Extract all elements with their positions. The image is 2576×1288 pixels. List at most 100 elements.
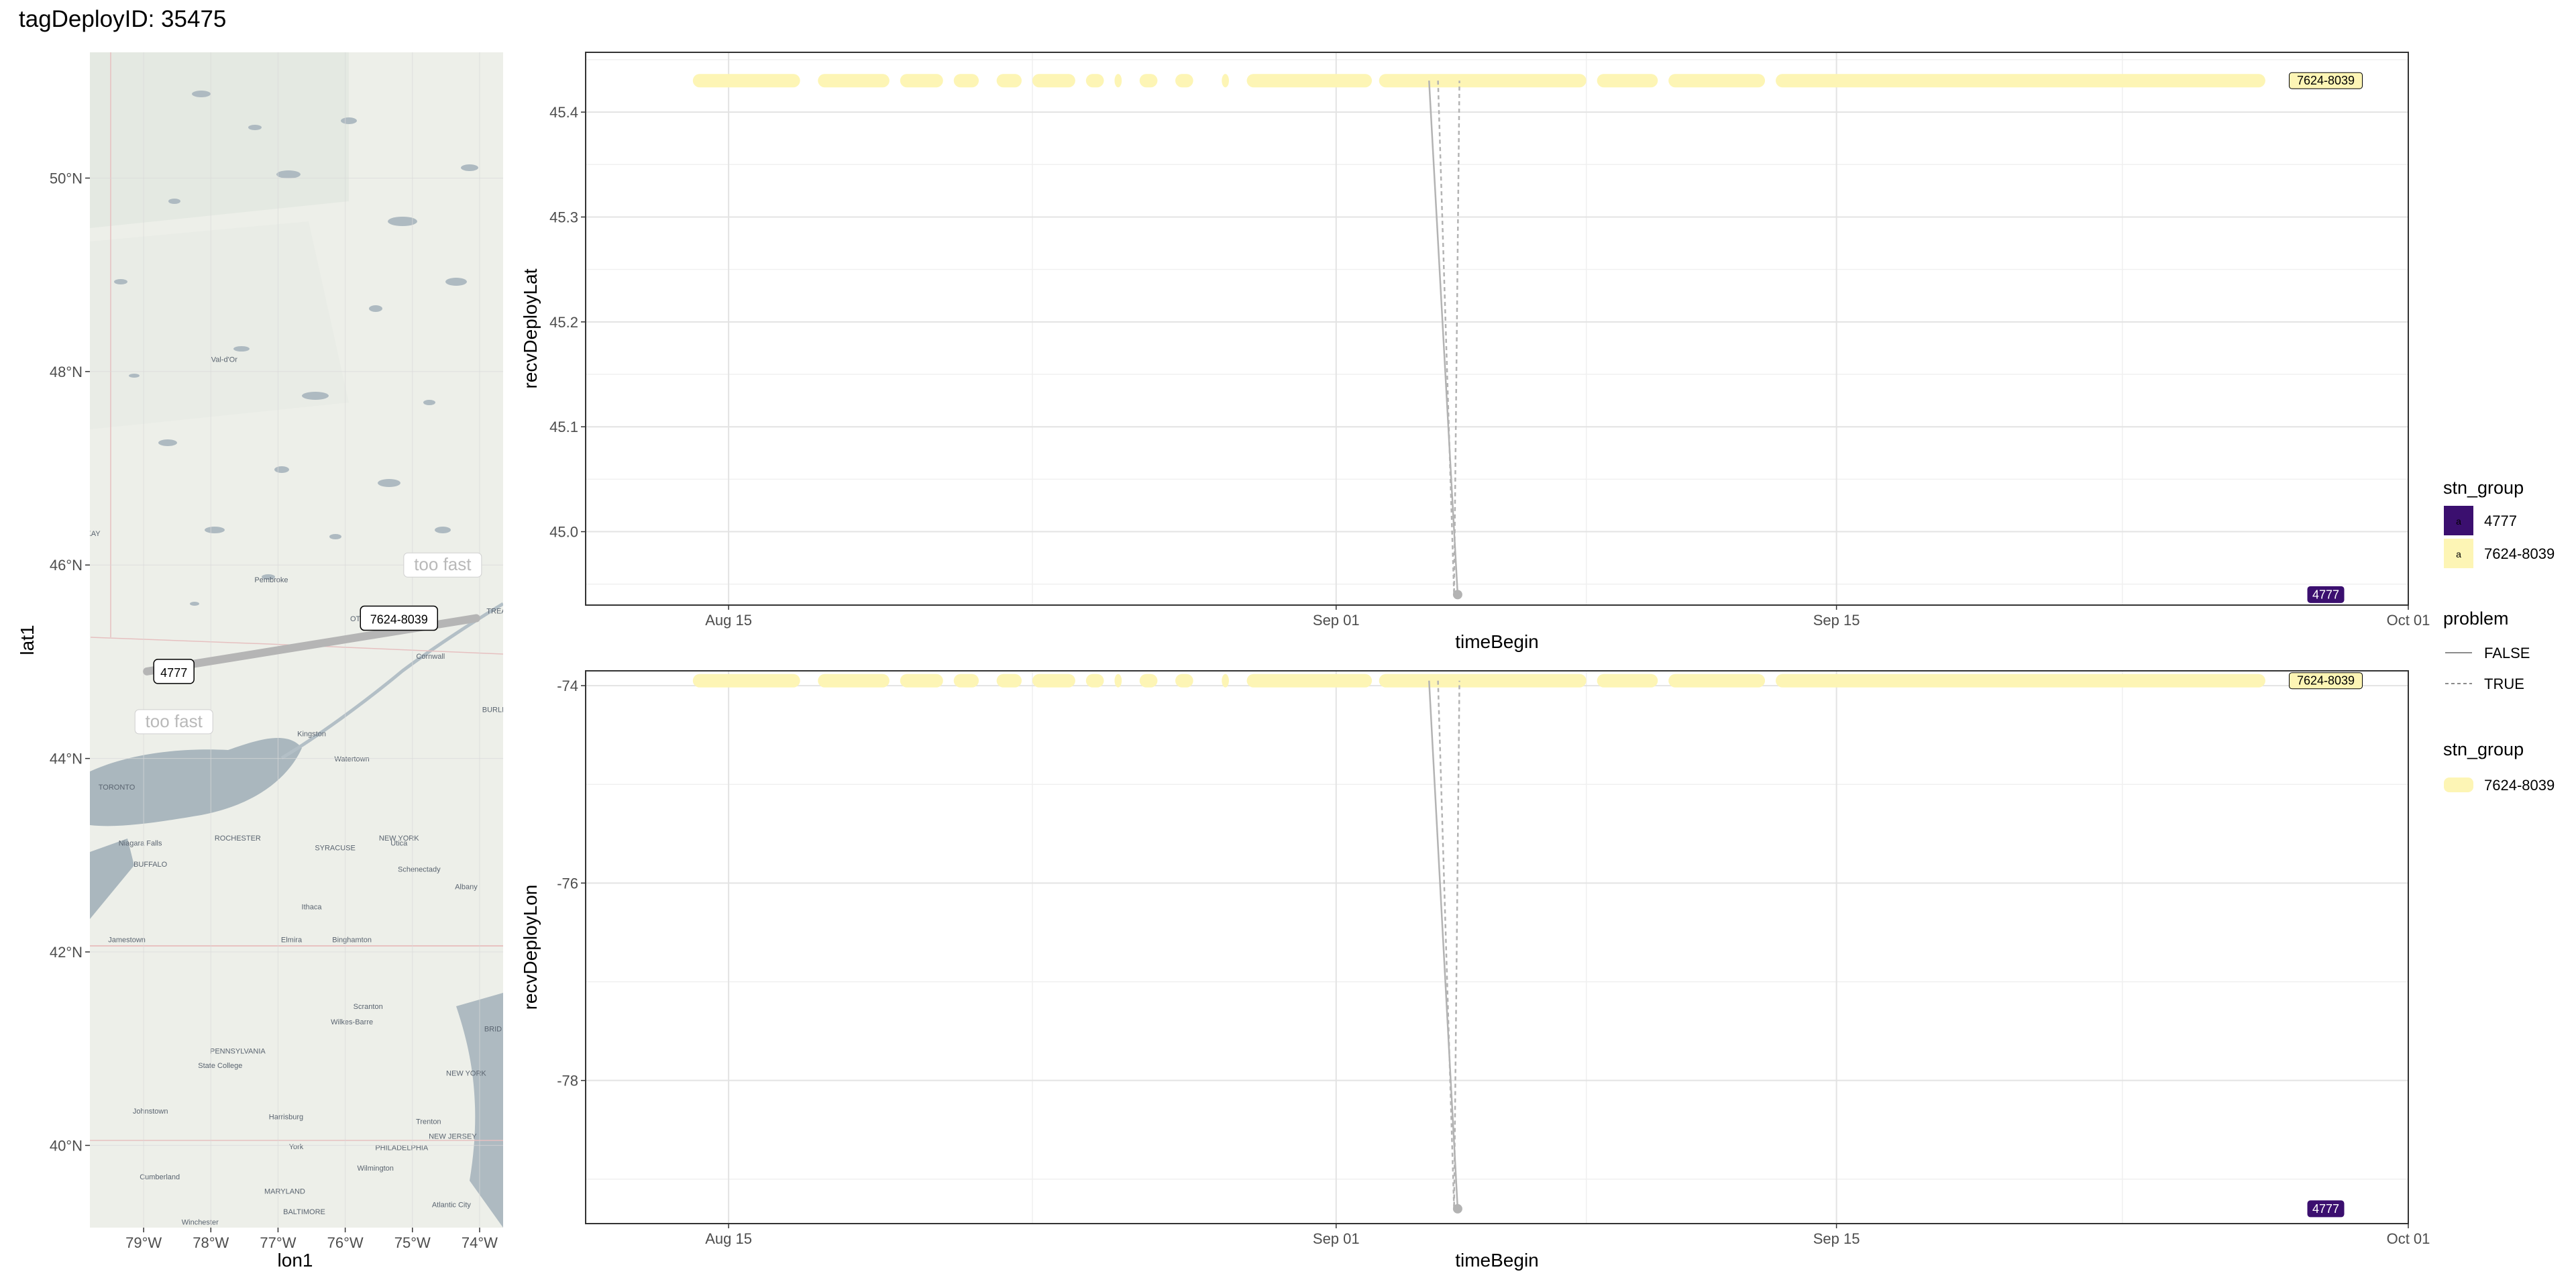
map-y-tick-label: 48°N (50, 364, 83, 380)
x-tick-label: Sep 01 (1313, 1230, 1360, 1247)
legend-item-false: FALSE (2445, 645, 2530, 661)
detection-segment-7624-8039 (692, 74, 800, 88)
map-place-name: KAY (86, 530, 101, 538)
map-place-name: State College (198, 1062, 242, 1070)
map-place-name: Binghamton (332, 936, 372, 945)
legend-key-glyph: a (2456, 549, 2461, 559)
map-y-tick-label: 50°N (50, 170, 83, 186)
warning-label-box (403, 552, 482, 578)
map-place-name: ROCHESTER (215, 835, 261, 843)
series-tag-label: 4777 (2312, 588, 2339, 601)
legend-key-4777 (2444, 506, 2473, 535)
station-label: 7624-8039 (370, 613, 428, 627)
map-place-name: Pembroke (254, 576, 288, 584)
legend-label-7624-8039: 7624-8039 (2484, 545, 2555, 562)
map-place-name: Winchester (182, 1219, 219, 1227)
map-place-name: Kingston (297, 730, 326, 738)
map-place-name: Niagara Falls (119, 839, 162, 847)
map-place-name: PENNSYLVANIA (210, 1047, 266, 1055)
legend-key-7624-8039 (2444, 539, 2473, 568)
y-tick-label: 45.2 (549, 314, 578, 331)
map-place-name: NEW JERSEY (429, 1132, 477, 1140)
detection-segment-7624-8039 (1246, 74, 1373, 88)
map-x-tick-label: 78°W (193, 1234, 229, 1251)
map-place-name: Albany (455, 883, 478, 891)
province-border (90, 637, 503, 655)
legend-title-problem: problem (2443, 608, 2509, 629)
map-place-name: PHILADELPHIA (375, 1144, 429, 1152)
legend-item-7624-8039: a 7624-8039 (2444, 539, 2555, 568)
legend-title-stn-group: stn_group (2443, 478, 2524, 498)
legend-label-true: TRUE (2484, 676, 2524, 692)
map-place-name: Jamestown (108, 936, 146, 945)
map-station-labels: 4777 7624-8039 too fast too fast (134, 552, 482, 735)
map-place-name: Utica (390, 839, 408, 847)
track-line-problem-true (1437, 80, 1460, 595)
map-y-tick-label: 42°N (50, 944, 83, 961)
basemap: Val-d'OrPembrokeOTTAWACornwallKingstonWa… (86, 52, 503, 1228)
map-place-name: Johnstown (133, 1108, 168, 1116)
station-label: 4777 (160, 666, 187, 680)
map-gridlines (90, 52, 503, 1228)
lake-ontario (90, 738, 302, 826)
legend: stn_group a 4777 a 7624-8039 problem FAL… (2443, 478, 2555, 794)
map-place-name: Cumberland (140, 1173, 180, 1181)
warning-label: too fast (146, 711, 203, 731)
place-names: Val-d'OrPembrokeOTTAWACornwallKingstonWa… (86, 356, 503, 1227)
map-x-tick-label: 79°W (125, 1234, 162, 1251)
map-x-axis-title: lon1 (278, 1250, 313, 1271)
x-tick-label: Sep 15 (1813, 612, 1860, 629)
longitude-plot: 7624-8039 4777 Aug 15 Sep 01 Sep 15 Oct 01 -74… (520, 670, 2430, 1271)
detection-segment-7624-8039 (1222, 74, 1229, 88)
detection-segment-7624-8039 (818, 674, 890, 688)
forest-area (90, 52, 349, 228)
map-place-name: York (289, 1143, 304, 1151)
map-place-name: NEW YORK (446, 1070, 486, 1078)
map-axes: 79°W 78°W 77°W 76°W 75°W 74°W 40°N 42°N 44°N 46°N… (50, 170, 498, 1251)
legend-label-false: FALSE (2484, 645, 2530, 661)
plot-background (586, 671, 2408, 1224)
map-y-tick-label: 44°N (50, 751, 83, 767)
map-place-name: Elmira (281, 936, 303, 945)
y-tick-label: 45.0 (549, 524, 578, 541)
detection-segment-7624-8039 (692, 674, 800, 688)
detection-segment-7624-8039 (1032, 74, 1075, 88)
legend-item-true: TRUE (2445, 676, 2524, 692)
detection-segment-7624-8039 (1668, 74, 1766, 88)
x-tick-label: Sep 15 (1813, 1230, 1860, 1247)
map-place-name: Cornwall (416, 653, 445, 661)
y-tick-label: -76 (557, 875, 578, 892)
series-tag-label: 4777 (2312, 1202, 2339, 1216)
plot-border (585, 670, 2409, 1224)
detection-segment-7624-8039 (1175, 74, 1193, 88)
y-tick-label: 45.4 (549, 104, 578, 121)
map-place-name: Watertown (335, 755, 370, 763)
x-tick-label: Oct 01 (2387, 612, 2430, 629)
map-place-name: SYRACUSE (315, 845, 356, 853)
detection-segment-7624-8039 (1175, 674, 1193, 688)
x-tick-label: Oct 01 (2387, 1230, 2430, 1247)
detection-segment-7624-8039 (1222, 674, 1229, 688)
map-place-name: Val-d'Or (211, 356, 238, 364)
series-tag-box (2307, 586, 2345, 603)
detection-segment-7624-8039 (1379, 74, 1587, 88)
legend-label-7624-8039-fill: 7624-8039 (2484, 777, 2555, 794)
x-tick-label: Aug 15 (705, 1230, 752, 1247)
detection-segment-7624-8039 (1139, 674, 1158, 688)
station-label-box (153, 659, 195, 684)
map-place-name: Scranton (354, 1003, 383, 1011)
legend-item-4777: a 4777 (2444, 506, 2517, 535)
map-panel: Val-d'OrPembrokeOTTAWACornwallKingstonWa… (17, 52, 503, 1271)
plot-border (585, 52, 2409, 606)
detection-segment-7624-8039 (953, 674, 979, 688)
map-place-name: Wilmington (357, 1165, 393, 1173)
detection-segment-7624-8039 (1668, 674, 1766, 688)
map-x-tick-label: 75°W (394, 1234, 431, 1251)
y-tick-label: -74 (557, 678, 578, 694)
legend-key-fill (2444, 777, 2473, 792)
legend-key-glyph: a (2456, 516, 2461, 527)
map-place-name: Ithaca (302, 904, 323, 912)
track-line-problem-true (1437, 680, 1460, 1209)
st-lawrence-river (280, 602, 503, 760)
